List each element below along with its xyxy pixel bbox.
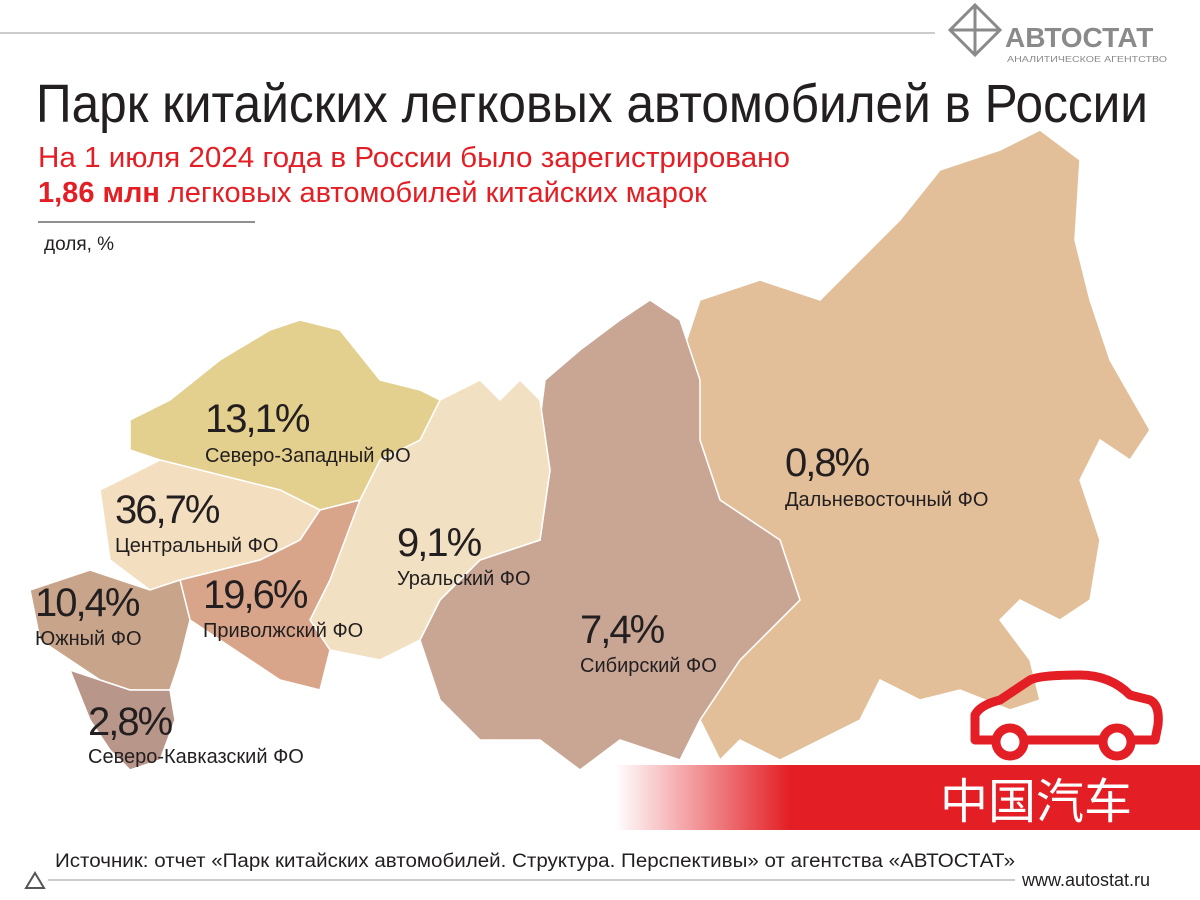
subtitle-highlight: 1,86 млн <box>38 177 160 209</box>
region-share: 0,8% <box>785 441 870 485</box>
map <box>29 129 1151 771</box>
banner-band <box>615 765 1200 830</box>
logo-tagline: АНАЛИТИЧЕСКОЕ АГЕНТСТВО <box>1007 55 1167 64</box>
region-share: 9,1% <box>397 521 482 565</box>
subtitle-rest: легковых автомобилей китайских марок <box>168 177 707 209</box>
region-share: 36,7% <box>115 488 220 532</box>
region-name: Приволжский ФО <box>203 620 363 642</box>
car-icon <box>970 670 1163 761</box>
region-north-caucasus <box>68 668 176 771</box>
source: Источник: отчет «Парк китайских автомоби… <box>55 851 1015 872</box>
region-name: Северо-Западный ФО <box>205 445 411 467</box>
logo-icon <box>947 2 1003 58</box>
region-share: 2,8% <box>88 700 173 744</box>
banner-text: 中国汽车 <box>940 776 1132 829</box>
subtitle-line1: На 1 июля 2024 года в России было зареги… <box>38 142 790 174</box>
subtitle-line2: 1,86 млн легковых автомобилей китайских м… <box>38 177 707 209</box>
region-share: 10,4% <box>35 581 140 625</box>
region-name: Южный ФО <box>35 628 142 650</box>
url: www.autostat.ru <box>1021 870 1150 890</box>
footer-icon <box>24 871 46 889</box>
title: Парк китайских легковых автомобилей в Ро… <box>36 74 1148 134</box>
region-name: Уральский ФО <box>397 568 531 590</box>
logo-name: АВТОСТАТ <box>1005 22 1153 53</box>
region-volga <box>179 498 362 691</box>
region-name: Дальневосточный ФО <box>785 489 988 511</box>
region-south <box>29 569 191 691</box>
region-name: Сибирский ФО <box>580 655 717 677</box>
region-share: 7,4% <box>580 608 665 652</box>
region-share: 13,1% <box>205 397 310 441</box>
region-share: 19,6% <box>203 573 308 617</box>
region-name: Северо-Кавказский ФО <box>88 746 304 768</box>
unit-label: доля, % <box>44 234 114 255</box>
region-name: Центральный ФО <box>115 535 278 557</box>
